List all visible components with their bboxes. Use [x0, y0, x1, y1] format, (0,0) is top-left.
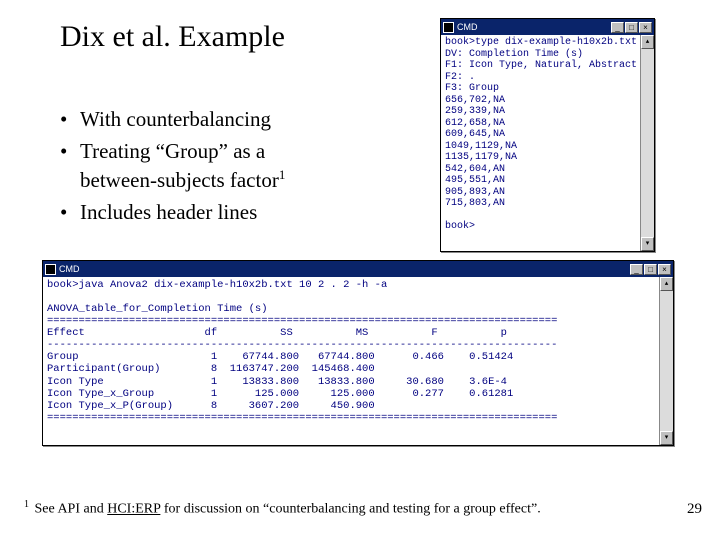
close-button[interactable]: × — [658, 264, 671, 275]
bullet-2-line1: Treating “Group” as a — [80, 139, 265, 163]
scroll-up-button[interactable]: ▴ — [641, 35, 654, 49]
close-button[interactable]: × — [639, 22, 652, 33]
maximize-button[interactable]: □ — [644, 264, 657, 275]
page-number: 29 — [687, 501, 702, 518]
scroll-down-button[interactable]: ▾ — [641, 237, 654, 251]
scrollbar-1[interactable]: ▴ ▾ — [640, 35, 654, 251]
scrollbar-2[interactable]: ▴ ▾ — [659, 277, 673, 445]
scroll-up-button[interactable]: ▴ — [660, 277, 673, 291]
terminal-body-1: book>type dix-example-h10x2b.txt DV: Com… — [441, 35, 642, 239]
bullet-3: Includes header lines — [60, 198, 390, 226]
maximize-button[interactable]: □ — [625, 22, 638, 33]
titlebar-1[interactable]: CMD _ □ × — [441, 19, 654, 35]
footnote-pre: See API and — [31, 502, 107, 517]
bullet-2: Treating “Group” as a between-subjects f… — [60, 137, 390, 194]
window-title-2: CMD — [59, 264, 630, 274]
bullet-2-line2: between-subjects factor — [80, 168, 279, 192]
window-title-1: CMD — [457, 22, 611, 32]
minimize-button[interactable]: _ — [611, 22, 624, 33]
bullet-2-sup: 1 — [279, 167, 286, 182]
footnote-post: for discussion on “counterbalancing and … — [160, 502, 540, 517]
terminal-window-1: CMD _ □ × book>type dix-example-h10x2b.t… — [440, 18, 655, 252]
bullet-1: With counterbalancing — [60, 105, 390, 133]
terminal-window-2: CMD _ □ × book>java Anova2 dix-example-h… — [42, 260, 674, 446]
titlebar-2[interactable]: CMD _ □ × — [43, 261, 673, 277]
terminal-body-2: book>java Anova2 dix-example-h10x2b.txt … — [43, 277, 661, 433]
minimize-button[interactable]: _ — [630, 264, 643, 275]
footnote-number: 1 — [24, 499, 29, 510]
cmd-icon — [443, 22, 454, 33]
cmd-icon — [45, 264, 56, 275]
scroll-down-button[interactable]: ▾ — [660, 431, 673, 445]
bullet-list: With counterbalancing Treating “Group” a… — [60, 105, 390, 230]
footnote-link: HCI:ERP — [107, 502, 160, 517]
slide-title: Dix et al. Example — [60, 20, 285, 54]
footnote: 1 See API and HCI:ERP for discussion on … — [24, 499, 541, 518]
